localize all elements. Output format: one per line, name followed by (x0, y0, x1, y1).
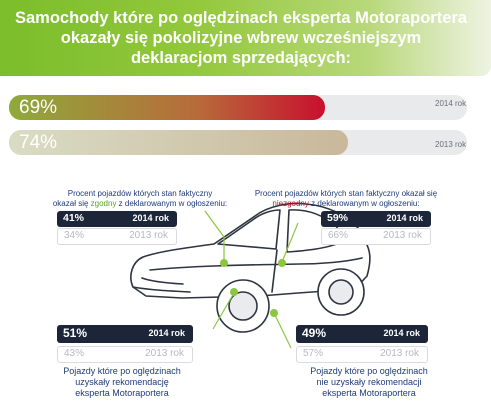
title-banner: Samochody które po oględzinach eksperta … (0, 0, 491, 76)
connector-left-top (204, 210, 225, 262)
pill-rekomendacja-2013-year: 2013 rok (145, 348, 184, 359)
pill-niezgodny-2013: 66% 2013 rok (321, 228, 431, 245)
page-title: Samochody które po oględzinach eksperta … (14, 9, 467, 67)
pill-zgodny-2014: 41% 2014 rok (57, 211, 177, 227)
connector-dot-4 (270, 309, 278, 317)
connector-right-top (281, 222, 299, 263)
desc-zgodny-word: zgodny (90, 199, 117, 208)
car-wheel-rear (317, 268, 365, 316)
pill-rekomendacja-2013: 43% 2013 rok (57, 346, 193, 363)
pill-brak-rekomendacji-2014-value: 49% (302, 326, 327, 340)
pill-brak-rekomendacji-2014-year: 2014 rok (383, 328, 420, 338)
pill-brak-rekomendacji-2014: 49% 2014 rok (296, 325, 428, 343)
bar-value-label-2013: 74% (19, 132, 58, 153)
pill-niezgodny-2013-value: 66% (328, 230, 349, 241)
desc-zgodny-post: z deklarowanym w ogłoszeniu: (116, 199, 228, 208)
bar-year-label-2014: 2014 rok (435, 99, 467, 108)
desc-brak-rekomendacji: Pojazdy które po oględzinach nie uzyskał… (310, 366, 428, 398)
bar-2013 (9, 130, 348, 155)
pill-rekomendacja-2014-value: 51% (63, 326, 88, 340)
desc-zgodny-pre: Procent pojazdów których stan faktyczny … (52, 189, 213, 208)
car-bumper (132, 286, 191, 293)
pill-niezgodny-2014-year: 2014 rok (386, 213, 423, 223)
bar-value-label-2014: 69% (19, 97, 58, 118)
bar-track-2014: 69% (9, 95, 467, 120)
pill-brak-rekomendacji-2013-value: 57% (303, 348, 324, 359)
pill-brak-rekomendacji-2013: 57% 2013 rok (296, 346, 428, 363)
pill-rekomendacja-2013-value: 43% (64, 348, 85, 359)
bar-year-label-2013: 2013 rok (435, 140, 467, 149)
pill-zgodny-2013-value: 34% (64, 230, 85, 241)
connector-dot-2 (278, 259, 286, 267)
pill-zgodny-2013-year: 2013 rok (129, 230, 168, 241)
desc-zgodny: Procent pojazdów których stan faktyczny … (45, 189, 235, 209)
pill-rekomendacja-2014-year: 2014 rok (148, 328, 185, 338)
pill-zgodny-2013: 34% 2013 rok (57, 228, 177, 245)
pill-niezgodny-2014-value: 59% (327, 212, 349, 224)
car-wheel-front (216, 279, 270, 333)
desc-niezgodny-word: niezgodny (272, 199, 309, 208)
pill-zgodny-2014-year: 2014 rok (132, 213, 169, 223)
pill-brak-rekomendacji-2013-year: 2013 rok (380, 348, 419, 359)
connector-dot-3 (230, 288, 238, 296)
desc-niezgodny-pre: Procent pojazdów których stan faktyczny … (254, 189, 438, 198)
desc-rekomendacja: Pojazdy które po oględzinach uzyskały re… (63, 366, 181, 398)
pill-niezgodny-2014: 59% 2014 rok (321, 211, 431, 227)
connector-right-bottom (273, 312, 292, 349)
desc-niezgodny: Procent pojazdów których stan faktyczny … (241, 189, 451, 209)
pill-niezgodny-2013-year: 2013 rok (383, 230, 422, 241)
connector-left-bottom (212, 292, 235, 330)
car-body (130, 202, 371, 299)
car-window-front (217, 209, 281, 250)
desc-niezgodny-post: z deklarowanym w ogłoszeniu: (308, 199, 420, 208)
car-body-line (149, 257, 363, 271)
bar-2014 (9, 95, 326, 120)
bar-track-2013: 74% (9, 130, 467, 155)
connector-dot-1 (220, 259, 228, 267)
car-grille (141, 277, 184, 285)
car-door-line (271, 249, 278, 293)
pill-rekomendacja-2014: 51% 2014 rok (57, 325, 193, 343)
pill-zgodny-2014-value: 41% (63, 212, 85, 224)
